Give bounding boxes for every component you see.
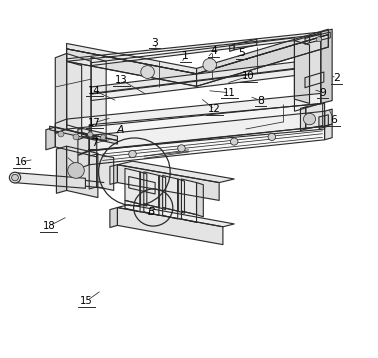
Polygon shape	[325, 124, 332, 140]
Text: 10: 10	[242, 71, 255, 81]
Polygon shape	[197, 29, 328, 74]
Text: 1: 1	[182, 51, 189, 61]
Text: 14: 14	[88, 86, 101, 96]
Polygon shape	[144, 204, 159, 216]
Polygon shape	[163, 175, 178, 211]
Circle shape	[141, 66, 154, 78]
Polygon shape	[78, 151, 89, 169]
Text: 3: 3	[151, 38, 158, 48]
Polygon shape	[178, 179, 184, 213]
Polygon shape	[197, 35, 328, 86]
Circle shape	[73, 134, 79, 140]
Text: 4: 4	[210, 46, 217, 56]
Text: 15: 15	[80, 296, 93, 306]
Polygon shape	[301, 107, 306, 131]
Circle shape	[68, 163, 84, 178]
Polygon shape	[91, 38, 294, 66]
Polygon shape	[325, 109, 332, 126]
Polygon shape	[118, 208, 223, 245]
Text: 17: 17	[88, 118, 101, 128]
Polygon shape	[234, 39, 257, 50]
Circle shape	[268, 133, 276, 140]
Text: 11: 11	[223, 88, 236, 98]
Polygon shape	[89, 126, 325, 165]
Text: 7: 7	[91, 138, 98, 148]
Polygon shape	[125, 200, 140, 212]
Polygon shape	[305, 37, 310, 44]
Polygon shape	[14, 173, 85, 188]
Polygon shape	[67, 43, 197, 74]
Polygon shape	[118, 165, 219, 200]
Circle shape	[316, 37, 322, 42]
Polygon shape	[89, 111, 325, 150]
Polygon shape	[306, 103, 323, 129]
Text: 6: 6	[330, 115, 338, 125]
Polygon shape	[50, 126, 97, 140]
Polygon shape	[118, 161, 234, 183]
Polygon shape	[67, 35, 328, 86]
Polygon shape	[159, 175, 166, 210]
Polygon shape	[294, 41, 310, 103]
Polygon shape	[144, 172, 159, 208]
Polygon shape	[91, 62, 294, 93]
Polygon shape	[181, 211, 197, 223]
Polygon shape	[230, 44, 234, 51]
Polygon shape	[310, 72, 324, 86]
Circle shape	[101, 135, 106, 140]
Polygon shape	[305, 76, 310, 88]
Polygon shape	[118, 205, 234, 227]
Polygon shape	[321, 29, 332, 103]
Polygon shape	[89, 154, 97, 189]
Text: 5: 5	[238, 48, 245, 58]
Polygon shape	[110, 165, 118, 184]
Polygon shape	[67, 61, 82, 129]
Text: 12: 12	[208, 105, 221, 115]
Polygon shape	[82, 129, 118, 140]
Polygon shape	[55, 53, 67, 133]
Circle shape	[203, 58, 217, 71]
Polygon shape	[55, 127, 97, 157]
Polygon shape	[125, 168, 140, 204]
Polygon shape	[140, 172, 147, 206]
Ellipse shape	[12, 174, 19, 181]
Circle shape	[58, 131, 64, 137]
Polygon shape	[67, 146, 98, 198]
Polygon shape	[310, 32, 330, 43]
Circle shape	[178, 145, 185, 152]
Text: 18: 18	[43, 221, 55, 231]
Polygon shape	[181, 179, 197, 215]
Polygon shape	[67, 49, 197, 86]
Polygon shape	[78, 129, 82, 134]
Text: A: A	[117, 125, 124, 135]
Text: 8: 8	[257, 96, 264, 106]
Circle shape	[231, 138, 238, 145]
Polygon shape	[78, 135, 89, 155]
Polygon shape	[67, 93, 321, 129]
Polygon shape	[97, 154, 114, 190]
Polygon shape	[91, 69, 294, 101]
Polygon shape	[197, 183, 203, 217]
Polygon shape	[82, 133, 118, 144]
Circle shape	[304, 113, 316, 125]
Polygon shape	[55, 119, 67, 133]
Circle shape	[129, 150, 136, 158]
Polygon shape	[89, 103, 325, 150]
Text: B: B	[147, 207, 155, 217]
Ellipse shape	[9, 172, 21, 183]
Polygon shape	[110, 208, 118, 227]
Polygon shape	[67, 32, 321, 61]
Polygon shape	[294, 33, 321, 111]
Polygon shape	[67, 53, 91, 137]
Text: 13: 13	[115, 75, 127, 85]
Text: 2: 2	[333, 73, 340, 83]
Polygon shape	[129, 176, 155, 194]
Polygon shape	[46, 127, 55, 150]
Text: 9: 9	[319, 88, 326, 98]
Text: 16: 16	[15, 157, 28, 167]
Polygon shape	[56, 146, 67, 193]
Polygon shape	[163, 208, 178, 219]
Polygon shape	[319, 115, 328, 129]
Polygon shape	[91, 57, 106, 141]
Circle shape	[88, 132, 93, 137]
